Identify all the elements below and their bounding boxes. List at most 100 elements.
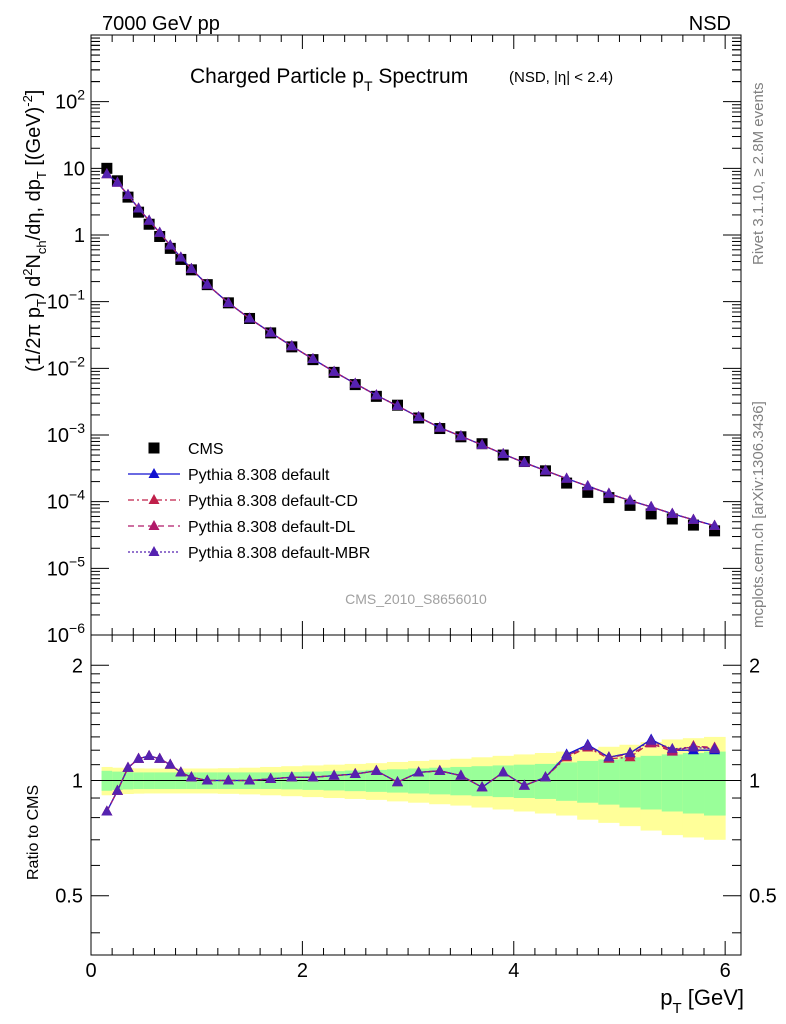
y-axis-label-main: (1/2π pT) d2Nch/dη, dpT [(GeV)-2] <box>20 90 49 372</box>
mc-point <box>370 389 382 400</box>
mc-point <box>143 214 155 225</box>
ratio-point <box>133 752 145 763</box>
y-tick-label: 10−2 <box>47 353 85 380</box>
band-inner <box>661 754 684 812</box>
mc-point <box>307 353 319 364</box>
mc-point <box>687 513 699 524</box>
band-inner <box>682 753 705 814</box>
ratio-point <box>645 734 657 745</box>
ratio-point <box>201 774 213 785</box>
ratio-uncertainty-bands <box>91 736 741 840</box>
mcplots-text: mcplots.cern.ch [arXiv:1306.3436] <box>750 401 767 628</box>
band-inner <box>640 755 663 810</box>
x-tick-label: 0 <box>85 960 96 982</box>
mc-point <box>286 340 298 351</box>
y-tick-label: 10−4 <box>47 487 85 514</box>
ratio-point <box>143 749 155 760</box>
main-panel-axes: 10−6 10−5 10−4 10−3 10−2 10−1 1 10 102 <box>47 34 742 647</box>
mc-point <box>111 176 123 187</box>
legend-marker <box>148 468 160 478</box>
ratio-point <box>476 781 488 792</box>
ratio-point <box>307 771 319 782</box>
ratio-point <box>164 758 176 769</box>
y-tick-label: 102 <box>55 87 85 114</box>
ratio-point <box>624 747 636 758</box>
legend-label: Pythia 8.308 default <box>188 467 330 484</box>
legend-entry: Pythia 8.308 default-CD <box>128 493 358 510</box>
x-tick-label: 4 <box>508 960 519 982</box>
y-tick-label: 10 <box>63 158 85 180</box>
data-point <box>582 486 594 498</box>
x-axis-label: pT [GeV] <box>660 985 744 1017</box>
legend-label: Pythia 8.308 default-MBR <box>188 545 370 562</box>
main-series-line <box>106 173 715 527</box>
y-axis-label-ratio: Ratio to CMS <box>25 785 42 880</box>
plot-title: Charged Particle pT Spectrum <box>190 65 468 94</box>
ratio-point <box>434 764 446 775</box>
mc-point <box>666 507 678 518</box>
ratio-series-3 <box>101 734 721 816</box>
ratio-point <box>222 774 234 785</box>
ratio-point <box>175 766 187 777</box>
ratio-point <box>497 766 509 777</box>
ratio-y-tick-label-right: 0.5 <box>749 886 777 908</box>
ratio-frame <box>90 634 742 956</box>
mc-point <box>434 421 446 432</box>
mc-point <box>201 278 213 289</box>
main-series-4 <box>101 168 721 530</box>
mc-point <box>455 430 467 441</box>
ratio-y-tick-label-right: 2 <box>749 655 760 677</box>
ratio-y-tick-label-right: 1 <box>749 771 760 793</box>
legend-label: Pythia 8.308 default-DL <box>188 519 355 536</box>
x-tick-label: 6 <box>720 960 731 982</box>
data-point <box>645 508 657 520</box>
band-inner <box>471 766 494 797</box>
band-inner <box>534 763 557 799</box>
data-point <box>709 525 721 537</box>
mc-point <box>349 377 361 388</box>
ratio-panel-axes: 0 2 4 6 0.5 0.5 1 1 2 2 <box>55 634 777 982</box>
ratio-point <box>687 741 699 752</box>
legend-entry: Pythia 8.308 default-MBR <box>128 545 370 562</box>
mc-point <box>709 519 721 530</box>
legend-entry: Pythia 8.308 default <box>128 467 330 484</box>
ratio-point <box>286 771 298 782</box>
legend-marker <box>148 442 160 454</box>
ratio-point <box>518 779 530 790</box>
band-inner <box>704 751 726 816</box>
mc-point <box>561 472 573 483</box>
ratio-point <box>561 749 573 760</box>
mc-point <box>133 202 145 213</box>
x-tick-label: 2 <box>297 960 308 982</box>
mc-point <box>497 448 509 459</box>
mc-point <box>624 494 636 505</box>
legend-marker <box>148 546 160 556</box>
ratio-point <box>603 751 615 762</box>
legend-entry: CMS <box>148 441 224 458</box>
ratio-point <box>539 771 551 782</box>
mc-point <box>413 411 425 422</box>
ratio-point <box>413 766 425 777</box>
plot-qualifier: (NSD, |η| < 2.4) <box>509 69 613 86</box>
mc-point <box>164 239 176 250</box>
band-inner <box>556 762 578 801</box>
ratio-point <box>122 761 134 772</box>
ratio-point <box>370 764 382 775</box>
mc-point <box>645 500 657 511</box>
ratio-panel-series <box>101 733 721 816</box>
band-inner <box>492 765 515 798</box>
mc-point <box>476 438 488 449</box>
y-tick-label: 10−3 <box>47 420 85 447</box>
ratio-point <box>244 774 256 785</box>
ratio-y-tick-label: 2 <box>72 655 83 677</box>
header-left: 7000 GeV pp <box>102 13 220 35</box>
band-inner <box>577 760 599 803</box>
legend-label: Pythia 8.308 default-CD <box>188 493 358 510</box>
ratio-point <box>455 769 467 780</box>
data-point <box>561 477 573 489</box>
mc-point <box>539 464 551 475</box>
ratio-y-tick-label: 0.5 <box>55 886 83 908</box>
ratio-point <box>328 769 340 780</box>
legend-entry: Pythia 8.308 default-DL <box>128 519 355 536</box>
mc-point <box>185 262 197 273</box>
